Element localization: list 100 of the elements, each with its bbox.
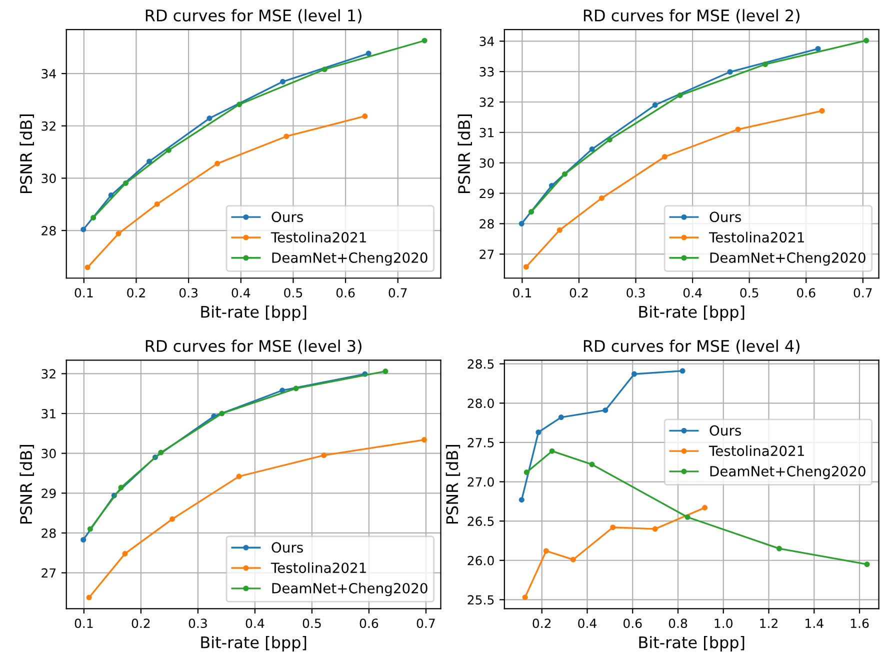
x-tick-label: 0.7 [854,288,872,298]
legend-label: Testolina2021 [270,232,366,243]
y-tick-label: 34 [42,69,56,78]
y-tick-label: 31 [480,128,494,138]
point [90,214,96,220]
legend-label: Testolina2021 [270,562,366,574]
point [570,556,576,562]
point [680,368,686,374]
chart-title: RD curves for MSE (level 2) [584,9,800,24]
point [864,562,870,568]
x-tick-label: 0.2 [132,618,150,628]
point [80,226,86,232]
x-axis-title: Bit-rate [bpp] [201,636,306,652]
legend-label: DeamNet+Cheng2020 [710,466,866,480]
x-axis-title: Bit-rate [bpp] [639,306,744,321]
point [602,407,608,413]
point [518,497,524,503]
x-tick-label: 0.4 [246,618,264,628]
x-tick-label: 0.6 [336,288,355,298]
point [684,514,690,520]
y-tick-label: 27 [42,568,56,578]
point [219,410,225,416]
legend-label: DeamNet+Cheng2020 [272,582,428,596]
point [522,594,528,600]
point [116,230,122,236]
y-tick-label: 27.0 [468,477,494,487]
y-tick-label: 28 [42,528,56,538]
x-tick-label: 0.1 [513,288,531,298]
point [562,171,568,177]
point [422,38,428,44]
point [154,201,160,207]
point [80,536,86,543]
point [556,227,562,233]
y-axis-title: PSNR [dB] [20,445,34,524]
point [558,414,564,420]
point [762,62,768,68]
x-tick-label: 0.3 [179,288,198,298]
point [382,368,388,374]
x-tick-label: 0.5 [302,618,321,628]
point [293,386,299,392]
point [280,78,286,84]
legend-label: Ours [710,425,741,436]
point [598,195,604,201]
point [284,134,290,140]
point [523,264,529,270]
y-tick-label: 34 [480,36,494,46]
x-tick-label: 0.1 [74,618,93,628]
point [549,448,555,454]
y-tick-label: 30 [480,158,494,168]
y-tick-label: 29 [480,188,494,198]
point [362,113,368,119]
y-tick-label: 27 [480,250,494,259]
legend-label: DeamNet+Cheng2020 [272,252,428,266]
y-tick-label: 28 [480,219,494,229]
point [702,504,708,510]
legend-label: DeamNet+Cheng2020 [710,252,866,266]
point [652,102,658,108]
x-tick-label: 0.5 [284,288,302,298]
point [366,50,372,56]
point [589,146,595,152]
y-tick-label: 30 [42,174,56,184]
point [280,388,286,394]
point [735,126,741,132]
point [864,38,870,44]
chart-title: RD curves for MSE (level 4) [584,340,800,354]
point [589,462,595,468]
point [158,450,164,456]
point [610,524,616,530]
x-tick-label: 0.6 [624,618,642,628]
point [84,264,90,270]
y-axis-title: PSNR [dB] [20,114,34,194]
x-axis-title: Bit-rate [bpp] [201,306,306,321]
y-tick-label: 32 [42,121,56,131]
point [166,147,172,153]
point [518,220,524,226]
x-tick-label: 0.2 [127,288,145,298]
x-tick-label: 0.8 [668,618,688,628]
y-tick-label: 32 [42,369,56,379]
point [631,371,637,377]
y-tick-label: 28 [42,226,56,236]
y-tick-label: 27.5 [468,438,494,448]
point [524,470,530,476]
point [122,550,128,556]
x-tick-label: 0.4 [232,288,250,298]
point [146,158,152,164]
y-tick-label: 31 [42,408,56,418]
x-tick-label: 1.6 [850,618,869,628]
point [122,180,129,186]
point [86,594,92,600]
point [815,46,821,52]
point [652,526,658,532]
point [170,516,176,522]
point [528,209,534,215]
legend-label: Ours [272,542,303,553]
point [819,108,825,114]
point [118,484,124,490]
y-axis-title: PSNR [dB] [446,445,460,524]
point [421,437,428,443]
point [206,116,212,122]
point [87,526,93,532]
